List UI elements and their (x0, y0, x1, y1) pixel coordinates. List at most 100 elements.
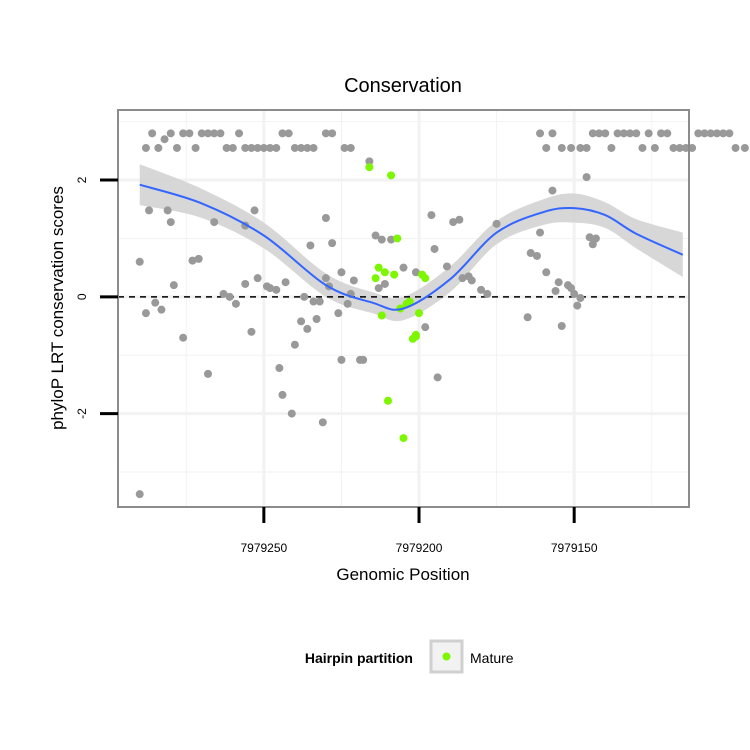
point-other (141, 309, 150, 318)
point-other (203, 369, 212, 378)
point-other (203, 129, 212, 138)
point-other (657, 129, 666, 138)
point-other (179, 129, 188, 138)
point-other (700, 129, 709, 138)
point-mature (365, 163, 374, 172)
plot-panel (117, 109, 749, 508)
point-other (334, 309, 343, 318)
point-other (467, 276, 476, 285)
point-other (542, 268, 551, 277)
point-other (266, 284, 275, 293)
point-other (259, 143, 268, 152)
point-other (576, 143, 585, 152)
point-other (306, 241, 315, 250)
y-axis-title: phyloP LRT conservation scores (48, 186, 67, 430)
legend-label-mature: Mature (470, 650, 514, 666)
point-other (644, 129, 653, 138)
point-other (591, 234, 600, 243)
point-mature (390, 270, 399, 279)
point-other (241, 279, 250, 288)
point-other (455, 215, 464, 224)
point-mature (387, 171, 396, 180)
point-other (706, 129, 715, 138)
point-other (309, 143, 318, 152)
point-other (216, 129, 225, 138)
point-other (427, 211, 436, 220)
point-other (551, 286, 560, 295)
point-other (442, 262, 451, 271)
point-other (725, 129, 734, 138)
y-tick-label: -2 (75, 408, 89, 419)
point-other (582, 143, 591, 152)
point-other (247, 143, 256, 152)
point-other (492, 219, 501, 228)
point-other (554, 278, 563, 287)
point-other (343, 299, 352, 308)
point-other (163, 206, 172, 215)
point-other (287, 409, 296, 418)
legend-key-mature (442, 652, 451, 661)
point-other (567, 143, 576, 152)
point-other (235, 129, 244, 138)
y-axis: -2 0 2 (75, 176, 118, 419)
data-points (135, 129, 749, 499)
point-other (365, 157, 374, 166)
point-other (303, 143, 312, 152)
point-other (399, 263, 408, 272)
point-other (371, 231, 380, 240)
point-other (148, 129, 157, 138)
point-other (297, 317, 306, 326)
point-other (210, 218, 219, 227)
point-other (253, 143, 262, 152)
point-other (675, 143, 684, 152)
point-other (613, 129, 622, 138)
point-other (548, 186, 557, 195)
point-other (458, 274, 467, 283)
point-other (179, 333, 188, 342)
point-other (523, 313, 532, 322)
point-other (160, 135, 169, 144)
point-mature (393, 234, 402, 243)
point-other (290, 143, 299, 152)
point-other (542, 143, 551, 152)
point-other (346, 143, 355, 152)
point-other (712, 129, 721, 138)
point-other (145, 206, 154, 215)
point-other (266, 143, 275, 152)
point-mature (415, 309, 424, 318)
point-mature (399, 434, 408, 443)
point-other (315, 297, 324, 306)
x-tick-label: 7979250 (240, 541, 287, 555)
point-other (300, 292, 309, 301)
point-other (272, 143, 281, 152)
point-other (731, 143, 740, 152)
point-other (253, 274, 262, 283)
point-other (321, 274, 330, 283)
point-other (154, 143, 163, 152)
point-other (222, 143, 231, 152)
point-other (191, 143, 200, 152)
point-other (570, 289, 579, 298)
point-other (573, 301, 582, 310)
point-other (557, 322, 566, 331)
point-mature (377, 311, 386, 320)
point-other (694, 129, 703, 138)
point-other (740, 143, 749, 152)
point-other (328, 129, 337, 138)
point-other (526, 249, 535, 258)
point-other (141, 143, 150, 152)
point-other (582, 173, 591, 182)
point-other (225, 292, 234, 301)
point-other (380, 279, 389, 288)
point-other (337, 355, 346, 364)
point-other (626, 129, 635, 138)
point-other (135, 257, 144, 266)
point-other (247, 327, 256, 336)
point-other (421, 323, 430, 332)
point-other (619, 129, 628, 138)
point-other (374, 284, 383, 293)
point-other (321, 129, 330, 138)
chart-title: Conservation (344, 75, 462, 97)
point-other (688, 143, 697, 152)
point-other (607, 143, 616, 152)
